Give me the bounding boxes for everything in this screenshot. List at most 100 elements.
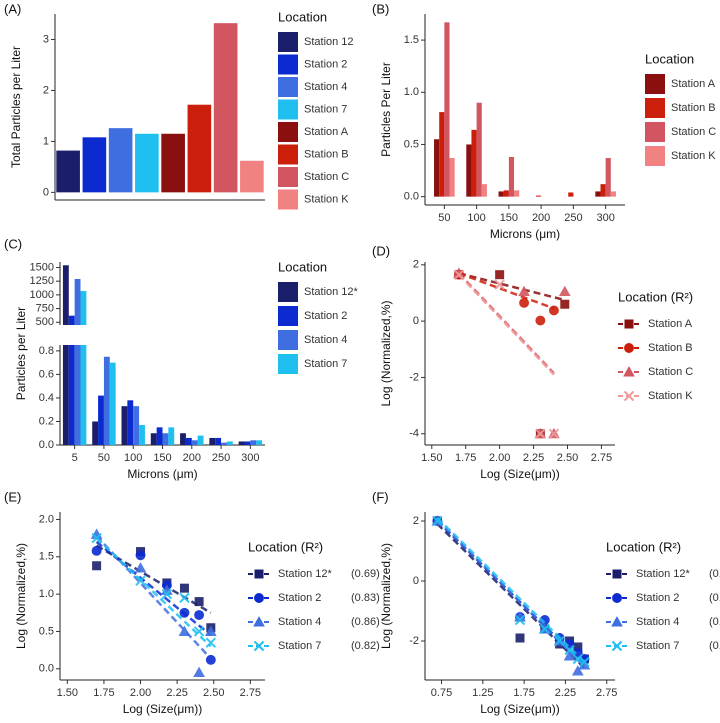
legend-title: Location (R²) <box>248 539 323 554</box>
x-axis-title: Log (Size(μm)) <box>480 467 560 481</box>
marker <box>548 305 559 316</box>
x-tick-label: 1.75 <box>455 452 476 464</box>
marker <box>253 640 265 652</box>
marker <box>204 625 217 636</box>
x-tick-label: 2.75 <box>591 452 612 464</box>
bar <box>191 440 198 445</box>
y-tick-label: 1500 <box>30 261 54 273</box>
bar <box>127 400 134 445</box>
y-axis-title: Particles per Liter <box>14 307 28 400</box>
y-tick-label: 2 <box>43 84 49 96</box>
x-tick-label: 2.00 <box>489 452 510 464</box>
panel-label: (D) <box>372 243 390 258</box>
bar <box>109 362 116 445</box>
marker <box>194 597 204 607</box>
marker <box>571 665 584 676</box>
marker <box>564 644 575 656</box>
marker <box>494 279 505 290</box>
bar <box>600 184 606 197</box>
legend-swatch <box>278 282 298 302</box>
legend-label: Station 7 <box>636 640 679 652</box>
bar <box>80 291 87 325</box>
marker <box>495 270 505 280</box>
marker <box>432 515 443 527</box>
legend-r2: (0.69) <box>351 568 380 580</box>
y-tick-label: 0 <box>413 575 419 587</box>
y-tick-label: 1 <box>43 135 49 147</box>
bar <box>535 195 542 197</box>
y-tick-label: 0.8 <box>39 345 54 357</box>
y-tick-label: 2 <box>413 259 419 271</box>
bar <box>439 112 445 197</box>
legend-label: Station A <box>648 318 693 330</box>
marker <box>572 653 584 665</box>
bar <box>250 440 257 445</box>
bar <box>150 433 157 445</box>
legend-label: Station 12* <box>304 286 359 298</box>
marker <box>624 343 634 353</box>
marker <box>161 588 173 600</box>
legend-label: Station K <box>304 193 349 205</box>
marker <box>558 285 571 297</box>
marker <box>92 561 102 571</box>
bar <box>471 129 477 197</box>
panel: (E) Log (Size(μm)) Log (Normalized,%) Locat… <box>4 489 380 716</box>
marker <box>623 390 635 402</box>
legend-swatch <box>645 122 665 142</box>
x-tick-label: 0.75 <box>431 687 452 699</box>
x-axis-title: Log (Size(μm)) <box>480 702 560 716</box>
panel: (A) Total Particles per Liter Location 0 1 2 3… <box>4 1 354 210</box>
legend-swatch <box>278 167 298 187</box>
bar <box>98 395 104 445</box>
marker <box>611 616 623 627</box>
bar <box>215 437 222 445</box>
x-tick-label: 2.25 <box>555 687 576 699</box>
legend-label: Station 12* <box>636 568 691 580</box>
y-tick-label: 2.0 <box>39 513 54 525</box>
y-tick-label: 0.0 <box>39 439 54 451</box>
legend-label: Station B <box>671 102 716 114</box>
y-tick-label: 1000 <box>30 289 54 301</box>
marker <box>135 550 146 561</box>
bar <box>434 139 440 197</box>
bar <box>168 427 175 445</box>
x-tick-label: 2.75 <box>240 687 261 699</box>
marker <box>205 637 217 648</box>
legend-r2: (0.82) <box>351 640 380 652</box>
x-tick-label: 200 <box>532 212 550 224</box>
x-tick-label: 5 <box>72 452 78 464</box>
legend-label: Station 4 <box>278 616 321 628</box>
legend-label: Station K <box>648 390 693 402</box>
marker <box>624 319 634 329</box>
marker <box>254 569 264 579</box>
x-tick-label: 250 <box>564 212 582 224</box>
x-tick-label: 1.75 <box>93 687 114 699</box>
legend-label: Station 4 <box>304 334 347 346</box>
legend-label: Station 2 <box>636 592 679 604</box>
marker <box>253 616 265 627</box>
bar <box>610 191 616 197</box>
y-axis-title: Particles Per Liter <box>379 62 393 157</box>
bar <box>80 345 87 445</box>
legend-title: Location <box>645 51 694 66</box>
marker <box>205 654 216 665</box>
x-tick-label: 250 <box>212 452 230 464</box>
bar <box>226 441 233 445</box>
marker <box>91 545 102 556</box>
legend-swatch <box>278 99 298 120</box>
upper-bars <box>62 265 87 325</box>
y-axis-title: Total Particles per Liter <box>9 46 23 168</box>
bar <box>466 144 472 197</box>
x-tick-label: 150 <box>153 452 171 464</box>
legend-label: Station A <box>304 126 349 138</box>
marker <box>193 626 205 637</box>
legend-r2: (0.97) <box>709 640 720 652</box>
bar <box>74 345 81 445</box>
trend-line <box>95 537 212 648</box>
legend-swatch <box>278 354 298 374</box>
bar <box>187 104 212 193</box>
bar <box>444 22 450 197</box>
y-tick-label: 0.2 <box>39 415 54 427</box>
marker <box>535 315 546 326</box>
bar <box>240 160 264 193</box>
